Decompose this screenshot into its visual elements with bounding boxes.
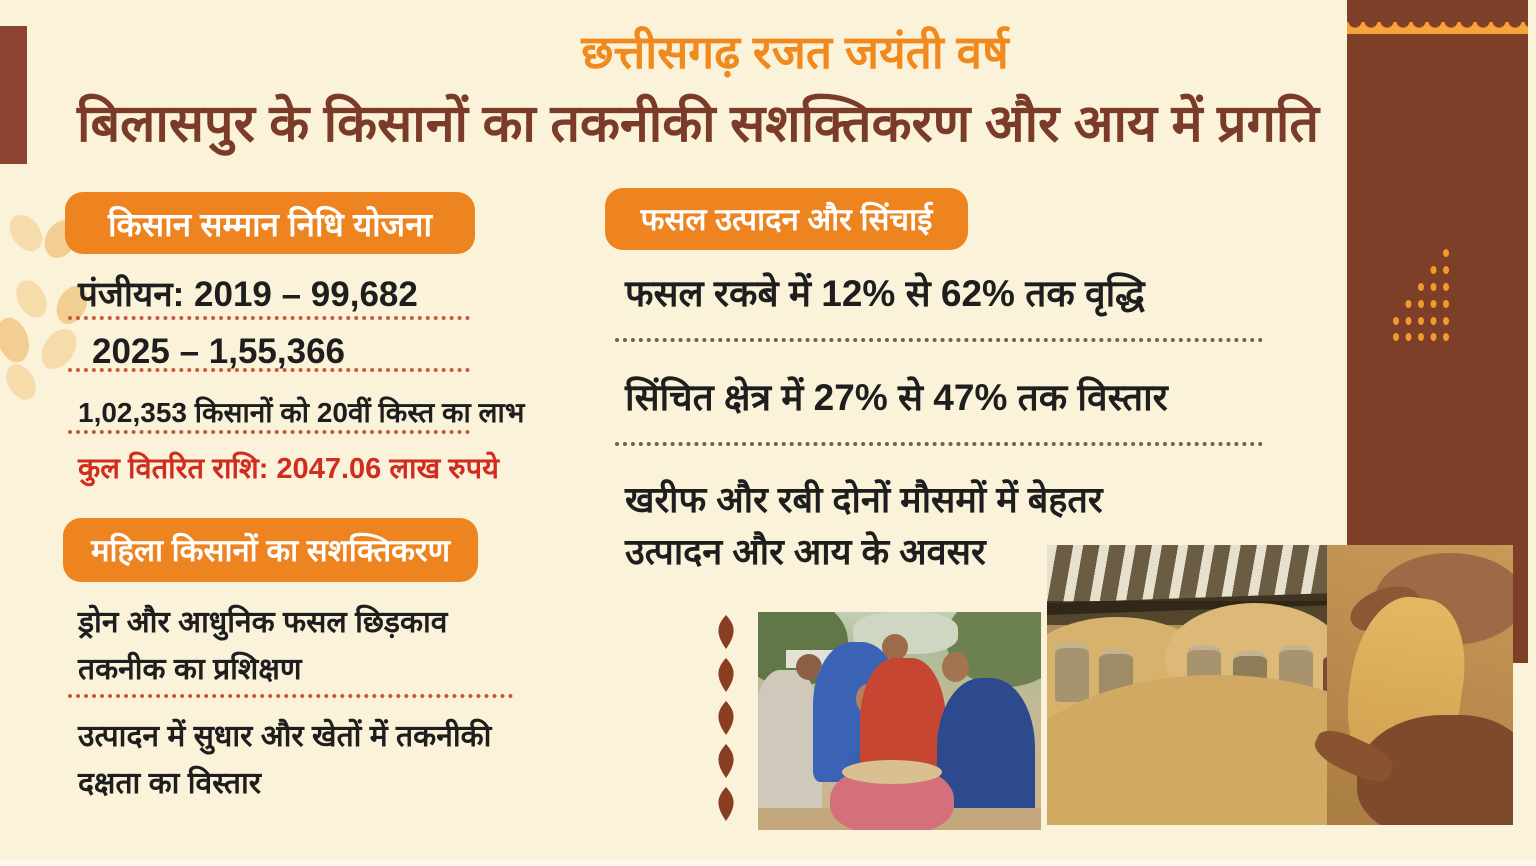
stat-total-amount: कुल वितरित राशि: 2047.06 लाख रुपये bbox=[78, 453, 499, 485]
bottom-edge-strip bbox=[0, 861, 1536, 866]
grain-seed-motif-icon bbox=[712, 615, 740, 821]
section-header-fasal: फसल उत्पादन और सिंचाई bbox=[605, 188, 968, 250]
dotted-divider bbox=[615, 442, 1263, 446]
scallop-wave-icon bbox=[1347, 21, 1528, 34]
stat-irrigation-growth: सिंचित क्षेत्र में 27% से 47% तक विस्तार bbox=[625, 377, 1168, 418]
kicker-title: छत्तीसगढ़ रजत जयंती वर्ष bbox=[581, 26, 1009, 78]
stat-acreage-growth: फसल रकबे में 12% से 62% तक वृद्धि bbox=[625, 273, 1145, 314]
stat-installment: 1,02,353 किसानों को 20वीं किस्त का लाभ bbox=[78, 397, 525, 428]
orange-dot-triangle-icon bbox=[1393, 249, 1449, 341]
section-header-kisan-nidhi: किसान सम्मान निधि योजना bbox=[65, 192, 475, 254]
text-drone-training: ड्रोन और आधुनिक फसल छिड़काव तकनीक का प्र… bbox=[78, 606, 448, 686]
page-title: बिलासपुर के किसानों का तकनीकी सशक्तिकरण … bbox=[77, 95, 1319, 153]
dotted-divider bbox=[68, 694, 513, 698]
stat-registration-2025: 2025 – 1,55,366 bbox=[92, 332, 346, 371]
photo-women-farmers bbox=[758, 612, 1041, 830]
section-header-mahila: महिला किसानों का सशक्तिकरण bbox=[63, 518, 478, 582]
text-efficiency-expansion: उत्पादन में सुधार और खेतों में तकनीकी दक… bbox=[78, 720, 492, 800]
dotted-divider bbox=[68, 430, 470, 434]
dotted-divider bbox=[68, 316, 470, 320]
dotted-divider bbox=[68, 368, 470, 372]
dotted-divider bbox=[615, 338, 1263, 342]
stat-registration-2019: पंजीयन: 2019 – 99,682 bbox=[78, 275, 418, 314]
text-seasons-opportunity: खरीफ और रबी दोनों मौसमों में बेहतर उत्पा… bbox=[625, 479, 1103, 573]
left-accent-bar bbox=[0, 26, 27, 164]
photo-grain-procurement bbox=[1047, 545, 1513, 825]
